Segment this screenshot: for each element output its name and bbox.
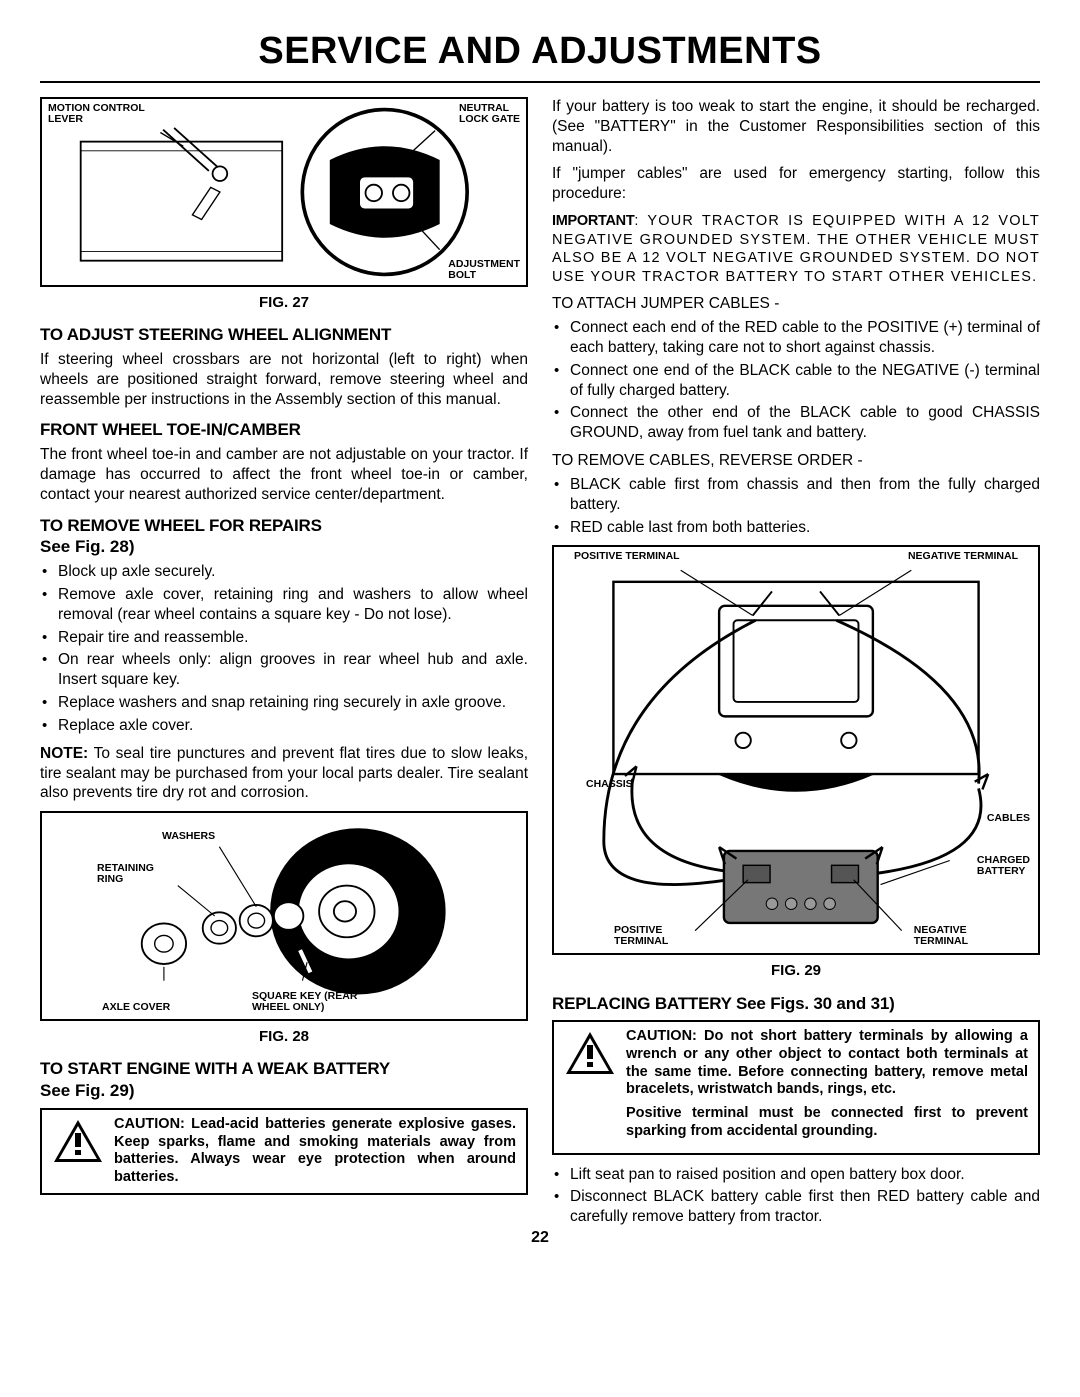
important-label: IMPORTANT	[552, 213, 634, 229]
figure-28-box: WASHERS RETAINING RING AXLE COVER SQUARE…	[40, 811, 528, 1021]
fig28-label-square: SQUARE KEY (REAR WHEEL ONLY)	[252, 991, 357, 1013]
fig29-label-chassis: CHASSIS	[586, 779, 633, 790]
fig29-label-negT: NEGATIVE TERMINAL	[908, 551, 1018, 562]
two-column-layout: MOTION CONTROL LEVER NEUTRAL LOCK GATE A…	[40, 97, 1040, 1235]
note-tire: NOTE: To seal tire punctures and prevent…	[40, 744, 528, 803]
fig29-label-posT2: POSITIVE TERMINAL	[614, 925, 668, 947]
fig29-drawing	[560, 553, 1032, 947]
para-jumper: If "jumper cables" are used for emergenc…	[552, 164, 1040, 204]
list-item: RED cable last from both batteries.	[570, 518, 1040, 538]
heading-steering: TO ADJUST STEERING WHEEL ALIGNMENT	[40, 324, 528, 346]
para-toe: The front wheel toe-in and camber are no…	[40, 445, 528, 504]
list-item: Disconnect BLACK battery cable first the…	[570, 1187, 1040, 1227]
caution-1-text: CAUTION: Lead-acid batteries generate ex…	[114, 1116, 516, 1187]
note-label: NOTE:	[40, 745, 88, 762]
fig29-label-negT2: NEGATIVE TERMINAL	[914, 925, 968, 947]
heading-attach: TO ATTACH JUMPER CABLES -	[552, 294, 1040, 314]
caution-box-2: CAUTION: Do not short battery terminals …	[552, 1020, 1040, 1154]
heading-wheel-sub: See Fig. 28)	[40, 536, 528, 558]
para-steering: If steering wheel crossbars are not hori…	[40, 350, 528, 409]
caution-2-text: CAUTION: Do not short battery terminals …	[626, 1028, 1028, 1099]
list-item: Replace axle cover.	[58, 716, 528, 736]
warning-icon	[52, 1118, 104, 1164]
fig28-caption: FIG. 28	[40, 1027, 528, 1046]
attach-list: Connect each end of the RED cable to the…	[552, 318, 1040, 443]
heading-remove: TO REMOVE CABLES, REVERSE ORDER -	[552, 451, 1040, 471]
note-text: To seal tire punctures and prevent flat …	[40, 745, 528, 802]
fig27-drawing	[48, 105, 520, 279]
list-item: Connect the other end of the BLACK cable…	[570, 403, 1040, 443]
fig27-label-motion: MOTION CONTROL LEVER	[48, 103, 145, 125]
heading-weak-sub: See Fig. 29)	[40, 1080, 528, 1102]
fig29-label-charged: CHARGED BATTERY	[977, 855, 1030, 877]
warning-icon	[564, 1030, 616, 1076]
fig29-label-posT: POSITIVE TERMINAL	[574, 551, 680, 562]
list-item: Connect one end of the BLACK cable to th…	[570, 361, 1040, 401]
para-intro: If your battery is too weak to start the…	[552, 97, 1040, 156]
caution-box-1: CAUTION: Lead-acid batteries generate ex…	[40, 1108, 528, 1195]
heading-toe: FRONT WHEEL TOE-IN/CAMBER	[40, 419, 528, 441]
fig27-caption: FIG. 27	[40, 293, 528, 312]
fig28-label-retain: RETAINING RING	[97, 863, 154, 885]
fig27-label-adjust: ADJUSTMENT BOLT	[448, 259, 520, 281]
page-title: SERVICE AND ADJUSTMENTS	[40, 30, 1040, 73]
fig29-label-cables: CABLES	[987, 813, 1030, 824]
heading-wheel: TO REMOVE WHEEL FOR REPAIRS	[40, 515, 528, 537]
list-item: Remove axle cover, retaining ring and wa…	[58, 585, 528, 625]
list-item: Block up axle securely.	[58, 562, 528, 582]
heading-weak-battery: TO START ENGINE WITH A WEAK BATTERY	[40, 1058, 528, 1080]
heading-replace: REPLACING BATTERY See Figs. 30 and 31)	[552, 993, 1040, 1015]
para-important: IMPORTANT: YOUR TRACTOR IS EQUIPPED WITH…	[552, 212, 1040, 286]
list-item: Repair tire and reassemble.	[58, 628, 528, 648]
figure-29-box: POSITIVE TERMINAL NEGATIVE TERMINAL CHAS…	[552, 545, 1040, 955]
remove-list: BLACK cable first from chassis and then …	[552, 475, 1040, 537]
fig28-label-washers: WASHERS	[162, 831, 215, 842]
left-column: MOTION CONTROL LEVER NEUTRAL LOCK GATE A…	[40, 97, 528, 1235]
list-item: Lift seat pan to raised position and ope…	[570, 1165, 1040, 1185]
list-item: BLACK cable first from chassis and then …	[570, 475, 1040, 515]
wheel-list: Block up axle securely. Remove axle cove…	[40, 562, 528, 736]
replace-list: Lift seat pan to raised position and ope…	[552, 1165, 1040, 1227]
list-item: On rear wheels only: align grooves in re…	[58, 650, 528, 690]
caution-2-block: CAUTION: Do not short battery terminals …	[626, 1028, 1028, 1146]
fig27-label-neutral: NEUTRAL LOCK GATE	[459, 103, 520, 125]
title-rule	[40, 81, 1040, 83]
fig29-caption: FIG. 29	[552, 961, 1040, 980]
list-item: Connect each end of the RED cable to the…	[570, 318, 1040, 358]
fig28-label-axle: AXLE COVER	[102, 1002, 170, 1013]
fig28-drawing	[48, 819, 520, 1013]
figure-27-box: MOTION CONTROL LEVER NEUTRAL LOCK GATE A…	[40, 97, 528, 287]
right-column: If your battery is too weak to start the…	[552, 97, 1040, 1235]
list-item: Replace washers and snap retaining ring …	[58, 693, 528, 713]
caution-2-p2: Positive terminal must be connected firs…	[626, 1105, 1028, 1140]
